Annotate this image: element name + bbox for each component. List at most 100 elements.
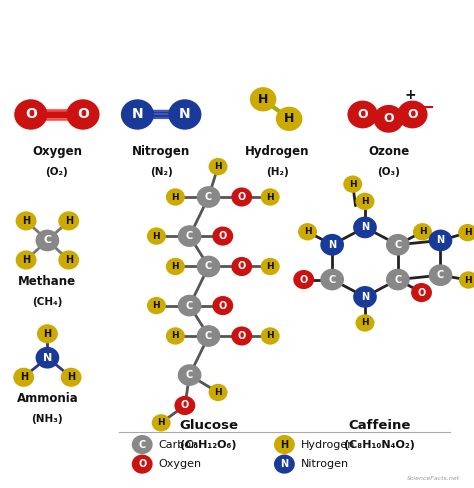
- Circle shape: [132, 435, 153, 454]
- Circle shape: [356, 193, 374, 210]
- Text: N: N: [132, 107, 143, 122]
- Circle shape: [168, 99, 201, 130]
- Text: O: O: [138, 459, 146, 469]
- Circle shape: [458, 224, 474, 242]
- Text: C: C: [205, 192, 212, 202]
- Text: Caffeine: Caffeine: [348, 419, 410, 431]
- Text: (NH₃): (NH₃): [32, 414, 63, 424]
- Text: H: H: [64, 216, 73, 226]
- Text: H: H: [67, 372, 75, 382]
- Circle shape: [132, 454, 153, 474]
- Text: −: −: [419, 99, 434, 117]
- Circle shape: [320, 234, 344, 256]
- Circle shape: [231, 326, 252, 346]
- Circle shape: [147, 297, 166, 314]
- Text: C: C: [394, 240, 401, 250]
- Text: Ammonia: Ammonia: [17, 392, 78, 406]
- Circle shape: [212, 226, 233, 245]
- Text: +: +: [404, 88, 416, 102]
- Text: H: H: [349, 180, 356, 189]
- Circle shape: [174, 396, 195, 415]
- Text: H: H: [64, 255, 73, 265]
- Text: (C₆H₁₂O₆): (C₆H₁₂O₆): [180, 440, 237, 450]
- Circle shape: [274, 454, 295, 474]
- Circle shape: [166, 258, 185, 275]
- Text: H: H: [214, 388, 222, 397]
- Circle shape: [209, 384, 228, 401]
- Text: O: O: [181, 401, 189, 410]
- Text: O: O: [237, 331, 246, 341]
- Text: H: H: [43, 329, 52, 339]
- Circle shape: [374, 105, 404, 133]
- Circle shape: [212, 296, 233, 315]
- Circle shape: [274, 435, 295, 454]
- Text: Hydrogen: Hydrogen: [245, 145, 310, 158]
- Text: Nitrogen: Nitrogen: [301, 459, 349, 469]
- Text: C: C: [186, 231, 193, 241]
- Circle shape: [428, 264, 452, 286]
- Text: C: C: [186, 370, 193, 380]
- Text: Ozone: Ozone: [368, 145, 410, 158]
- Text: H: H: [361, 319, 369, 327]
- Text: (CH₄): (CH₄): [32, 297, 63, 307]
- Circle shape: [250, 87, 276, 111]
- Text: Examples of Molecule: Examples of Molecule: [92, 15, 382, 39]
- Circle shape: [178, 295, 201, 316]
- Text: Glucose: Glucose: [179, 419, 238, 431]
- Text: O: O: [219, 231, 227, 241]
- Circle shape: [413, 223, 432, 241]
- Text: N: N: [328, 240, 336, 250]
- Circle shape: [353, 217, 377, 238]
- Text: H: H: [172, 331, 179, 341]
- Text: Hydrogen: Hydrogen: [301, 440, 356, 449]
- Text: H: H: [266, 262, 274, 271]
- Circle shape: [386, 269, 410, 290]
- Circle shape: [37, 324, 58, 344]
- Circle shape: [152, 414, 171, 431]
- Circle shape: [343, 176, 362, 193]
- Text: O: O: [418, 287, 426, 298]
- Text: H: H: [19, 372, 28, 382]
- Circle shape: [178, 225, 201, 247]
- Circle shape: [16, 250, 36, 269]
- Text: Nitrogen: Nitrogen: [132, 145, 190, 158]
- Circle shape: [197, 186, 220, 208]
- Text: O: O: [237, 192, 246, 202]
- Text: H: H: [464, 228, 472, 237]
- Circle shape: [231, 187, 252, 206]
- Text: (C₈H₁₀N₄O₂): (C₈H₁₀N₄O₂): [344, 440, 415, 450]
- Circle shape: [459, 271, 474, 289]
- Text: C: C: [437, 270, 444, 280]
- Text: H: H: [22, 216, 30, 226]
- Circle shape: [178, 364, 201, 386]
- Text: O: O: [77, 107, 89, 122]
- Text: (O₃): (O₃): [377, 166, 400, 177]
- Text: Oxygen: Oxygen: [32, 145, 82, 158]
- Text: N: N: [280, 459, 289, 469]
- Circle shape: [36, 229, 59, 251]
- Text: C: C: [394, 275, 401, 285]
- Text: H: H: [153, 232, 160, 241]
- Text: H: H: [214, 162, 222, 171]
- Text: H: H: [465, 276, 472, 285]
- Circle shape: [261, 258, 280, 275]
- Text: (H₂): (H₂): [266, 166, 289, 177]
- Text: H: H: [258, 93, 268, 106]
- Text: C: C: [186, 301, 193, 310]
- Circle shape: [166, 327, 185, 345]
- Text: H: H: [157, 418, 165, 427]
- Circle shape: [411, 283, 432, 302]
- Text: O: O: [357, 108, 368, 121]
- Text: C: C: [138, 440, 146, 449]
- Text: ScienceFacts.net: ScienceFacts.net: [407, 476, 460, 482]
- Circle shape: [209, 158, 228, 175]
- Text: H: H: [172, 262, 179, 271]
- Text: C: C: [328, 275, 336, 285]
- Text: N: N: [179, 107, 191, 122]
- Text: Carbon: Carbon: [159, 440, 199, 449]
- Circle shape: [347, 101, 378, 128]
- Text: N: N: [437, 235, 445, 245]
- Text: N: N: [43, 353, 52, 363]
- Circle shape: [261, 188, 280, 205]
- Circle shape: [61, 367, 82, 387]
